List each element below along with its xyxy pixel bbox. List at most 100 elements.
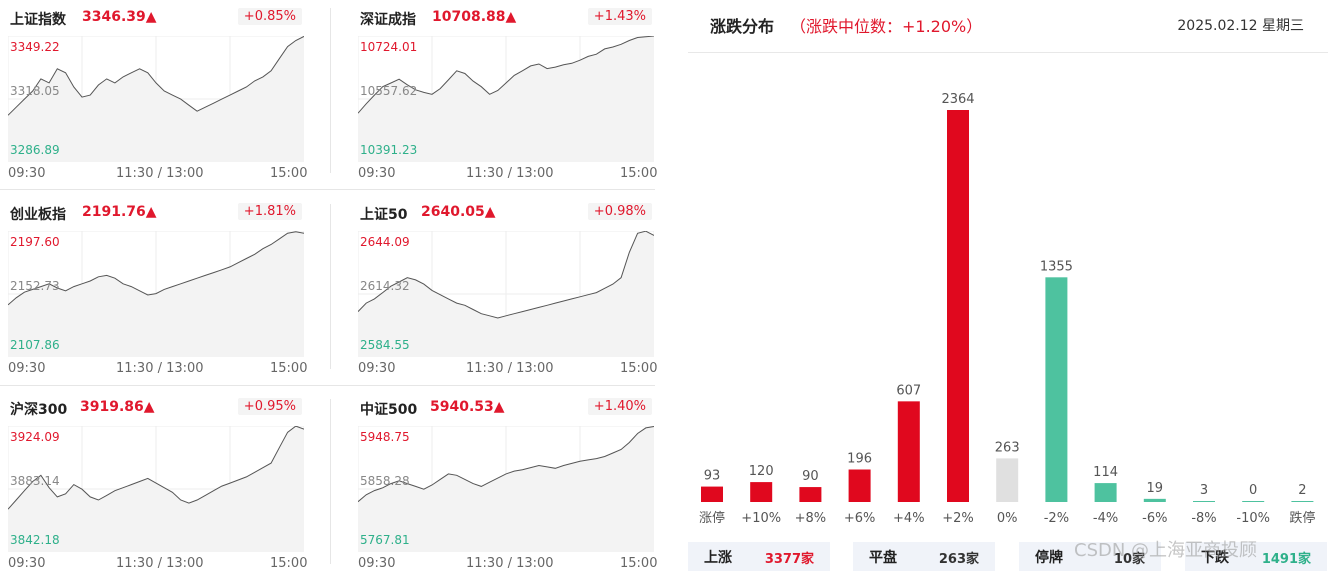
- price-line: [8, 426, 304, 510]
- index-change-badge: +0.98%: [587, 203, 652, 220]
- footer-label: 平盘: [869, 550, 897, 566]
- index-value: 3346.39▲: [82, 9, 157, 25]
- distribution-bar-chart: 93 涨停 120 +10% 90 +8% 196 +6% 607 +4% 2364 +2% 263 0%…: [699, 92, 1315, 526]
- column-divider: [330, 204, 331, 369]
- bar-value-label: 120: [749, 464, 774, 479]
- index-card-sz[interactable]: 深证成指 10708.88▲ +1.43% 10724.01 10557.62 …: [350, 0, 660, 190]
- index-header: 沪深300 3919.86▲ +0.95%: [2, 396, 302, 420]
- price-low-label: 2107.86: [10, 338, 60, 352]
- price-area: [358, 426, 654, 552]
- bar-value-label: 263: [995, 440, 1020, 455]
- price-line: [358, 231, 654, 319]
- footer-value: 263家: [938, 552, 979, 567]
- price-line: [8, 36, 304, 116]
- time-midday-label: 11:30 / 13:00: [116, 166, 204, 181]
- index-card-sh[interactable]: 上证指数 3346.39▲ +0.85% 3349.22 3318.05 328…: [0, 0, 310, 190]
- price-high-label: 2644.09: [360, 235, 410, 249]
- bar-category-label: +6%: [844, 511, 876, 526]
- index-header: 创业板指 2191.76▲ +1.81%: [2, 201, 302, 225]
- time-open-label: 09:30: [8, 556, 46, 571]
- bar-3: [848, 469, 871, 502]
- bar-category-label: -2%: [1044, 511, 1069, 526]
- price-mid-label: 3318.05: [10, 84, 60, 98]
- bar-category-label: 跌停: [1289, 510, 1315, 526]
- bar-7: [1045, 277, 1068, 502]
- price-mid-label: 5858.28: [360, 474, 410, 488]
- index-value: 2640.05▲: [421, 204, 496, 220]
- footer-halt: 停牌 10家: [1019, 542, 1161, 571]
- index-change-badge: +0.95%: [237, 398, 302, 415]
- price-mid-label: 3883.14: [10, 474, 60, 488]
- row-divider: [0, 189, 655, 190]
- bar-value-label: 93: [704, 469, 721, 484]
- distribution-median: （涨跌中位数：+1.20%）: [790, 17, 983, 36]
- price-low-label: 2584.55: [360, 338, 410, 352]
- index-value: 5940.53▲: [430, 399, 505, 415]
- intraday-line-svg: [8, 231, 304, 357]
- footer-label: 停牌: [1035, 550, 1063, 566]
- distribution-panel: 涨跌分布 （涨跌中位数：+1.20%） 2025.02.12 星期三 93 涨停 1…: [688, 0, 1328, 573]
- index-change-badge: +1.43%: [587, 8, 652, 25]
- time-midday-label: 11:30 / 13:00: [116, 556, 204, 571]
- price-mid-label: 2614.32: [360, 279, 410, 293]
- bar-category-label: +4%: [893, 511, 925, 526]
- bar-11: [1242, 501, 1265, 502]
- bar-value-label: 607: [896, 383, 921, 398]
- index-card-cyb[interactable]: 创业板指 2191.76▲ +1.81% 2197.60 2152.73 210…: [0, 195, 310, 385]
- time-close-label: 15:00: [270, 166, 308, 181]
- time-close-label: 15:00: [620, 166, 658, 181]
- index-name: 上证指数: [10, 12, 66, 28]
- intraday-line-svg: [358, 426, 654, 552]
- price-line: [8, 231, 304, 306]
- row-divider: [0, 385, 655, 386]
- bar-category-label: 0%: [997, 511, 1018, 526]
- price-mid-label: 2152.73: [10, 279, 60, 293]
- price-mid-label: 10557.62: [360, 84, 418, 98]
- footer-value: 10家: [1113, 552, 1145, 567]
- intraday-chart: [358, 36, 654, 162]
- footer-down: 下跌 1491家: [1185, 542, 1327, 571]
- bar-1: [750, 482, 773, 502]
- intraday-line-svg: [358, 231, 654, 357]
- index-card-sz50[interactable]: 上证50 2640.05▲ +0.98% 2644.09 2614.32 258…: [350, 195, 660, 385]
- price-area: [8, 36, 304, 162]
- bar-10: [1193, 501, 1215, 502]
- time-close-label: 15:00: [620, 361, 658, 376]
- index-card-zz500[interactable]: 中证500 5940.53▲ +1.40% 5948.75 5858.28 57…: [350, 390, 660, 573]
- price-high-label: 2197.60: [10, 235, 60, 249]
- time-midday-label: 11:30 / 13:00: [466, 361, 554, 376]
- price-area: [358, 231, 654, 357]
- bar-5: [947, 110, 969, 502]
- intraday-chart: [8, 426, 304, 552]
- bar-value-label: 196: [847, 451, 872, 466]
- price-high-label: 3924.09: [10, 430, 60, 444]
- price-low-label: 10391.23: [360, 143, 418, 157]
- bar-value-label: 114: [1093, 465, 1118, 480]
- index-card-hs300[interactable]: 沪深300 3919.86▲ +0.95% 3924.09 3883.14 38…: [0, 390, 310, 573]
- index-header: 上证指数 3346.39▲ +0.85%: [2, 6, 302, 30]
- time-open-label: 09:30: [358, 556, 396, 571]
- footer-flat: 平盘 263家: [853, 542, 995, 571]
- time-close-label: 15:00: [270, 361, 308, 376]
- time-close-label: 15:00: [620, 556, 658, 571]
- bar-value-label: 90: [802, 469, 819, 484]
- time-open-label: 09:30: [358, 361, 396, 376]
- index-change-badge: +0.85%: [237, 8, 302, 25]
- bar-category-label: -8%: [1191, 511, 1216, 526]
- index-header: 中证500 5940.53▲ +1.40%: [352, 396, 652, 420]
- price-area: [8, 231, 304, 357]
- index-name: 中证500: [360, 402, 418, 418]
- time-close-label: 15:00: [270, 556, 308, 571]
- header-divider: [688, 52, 1328, 53]
- bar-category-label: +2%: [942, 511, 974, 526]
- intraday-chart: [8, 231, 304, 357]
- bar-value-label: 2: [1298, 483, 1306, 498]
- bar-12: [1291, 501, 1314, 502]
- footer-up: 上涨 3377家: [688, 542, 830, 571]
- bar-category-label: -10%: [1236, 511, 1270, 526]
- bar-value-label: 2364: [941, 92, 974, 107]
- bar-4: [897, 401, 920, 502]
- bar-value-label: 19: [1147, 481, 1164, 496]
- price-high-label: 5948.75: [360, 430, 410, 444]
- index-value: 10708.88▲: [432, 9, 517, 25]
